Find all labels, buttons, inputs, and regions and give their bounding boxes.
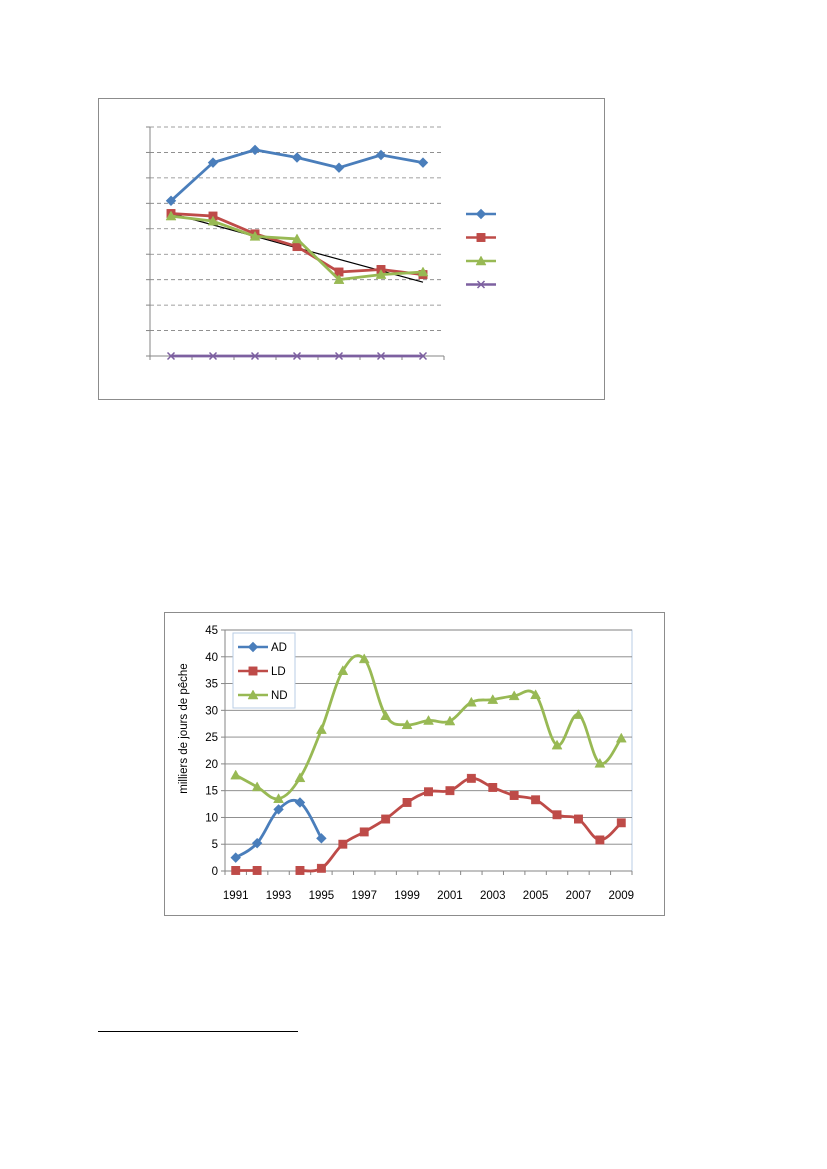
x-tick-label: 1999 bbox=[394, 890, 420, 902]
series-LD-line bbox=[299, 776, 623, 873]
y-tick-label: 15 bbox=[205, 786, 218, 798]
series-LD-point bbox=[445, 786, 455, 796]
x-tick-label: 1997 bbox=[351, 890, 377, 902]
series-3-point bbox=[165, 210, 177, 221]
legend-marker-LD bbox=[248, 666, 258, 676]
series-ND-point bbox=[444, 715, 456, 726]
series-4-point bbox=[292, 351, 302, 361]
series-1-point bbox=[249, 144, 261, 156]
x-tick-label: 1995 bbox=[309, 890, 335, 902]
series-1-point bbox=[417, 157, 429, 168]
series-LD-point bbox=[316, 863, 326, 873]
series-ND-point bbox=[615, 732, 627, 743]
legend-label-ND: ND bbox=[271, 690, 288, 702]
legend-marker-ND bbox=[247, 689, 259, 700]
series-ND-point bbox=[551, 739, 563, 750]
series-LD-point bbox=[231, 866, 241, 875]
series-ND-point bbox=[380, 710, 392, 720]
series-AD-point bbox=[230, 852, 241, 863]
y-tick-label: 0 bbox=[212, 866, 218, 878]
series-ND-point bbox=[530, 689, 542, 700]
series-LD-point bbox=[338, 839, 348, 849]
legend-label-LD: LD bbox=[271, 666, 286, 678]
series-3-point bbox=[291, 233, 303, 244]
series-LD-point bbox=[295, 866, 305, 875]
series-LD-point bbox=[552, 810, 562, 820]
series-ND-point bbox=[508, 690, 520, 701]
y-axis-title: milliers de jours de pêche bbox=[178, 663, 190, 793]
series-ND-point bbox=[337, 665, 349, 675]
series-LD-point bbox=[616, 818, 626, 828]
y-tick-label: 10 bbox=[205, 812, 218, 824]
legend-marker-AD bbox=[247, 641, 259, 653]
series-ND-point bbox=[358, 653, 370, 664]
legend-marker-4 bbox=[476, 280, 486, 289]
series-4-point bbox=[376, 351, 386, 361]
series-AD-point bbox=[316, 833, 327, 844]
series-ND-point bbox=[401, 719, 413, 730]
legend-label-AD: AD bbox=[271, 642, 287, 654]
series-1-point bbox=[333, 162, 345, 173]
x-tick-label: 2005 bbox=[523, 890, 549, 902]
legend-marker-2 bbox=[476, 233, 486, 242]
chart-1 bbox=[146, 126, 496, 361]
series-1-point bbox=[375, 149, 387, 161]
chart-1-frame bbox=[98, 98, 605, 400]
legend-marker-1 bbox=[475, 208, 487, 220]
series-4-point bbox=[208, 351, 218, 361]
series-LD-point bbox=[381, 814, 391, 824]
y-tick-label: 5 bbox=[212, 839, 218, 851]
series-ND-point bbox=[423, 714, 434, 725]
series-LD-point bbox=[573, 814, 583, 824]
series-ND-point bbox=[465, 696, 477, 707]
series-ND-point bbox=[487, 694, 499, 704]
series-ND-point bbox=[594, 757, 606, 768]
series-1-point bbox=[207, 157, 219, 168]
series-4-point bbox=[166, 351, 176, 361]
y-tick-label: 40 bbox=[205, 652, 218, 664]
footnote-divider bbox=[98, 1031, 298, 1032]
series-LD-point bbox=[509, 791, 519, 800]
series-4-point bbox=[334, 351, 344, 361]
series-3-point bbox=[375, 269, 387, 279]
series-3-point bbox=[417, 266, 429, 277]
series-ND-point bbox=[294, 772, 306, 783]
x-tick-label: 2009 bbox=[608, 890, 634, 902]
series-LD-point bbox=[466, 773, 476, 783]
series-LD-point bbox=[252, 866, 262, 875]
y-tick-label: 20 bbox=[205, 759, 218, 771]
series-3-point bbox=[249, 230, 261, 241]
series-AD-point bbox=[294, 797, 306, 808]
chart-2: 0 5 10 15 20 25 30 35 40 45 1991 1993 1995 1997 1999 20… bbox=[178, 625, 634, 902]
x-tick-label: 2003 bbox=[480, 890, 506, 902]
series-ND-point bbox=[251, 781, 263, 792]
series-ND-point bbox=[230, 769, 242, 780]
series-LD-point bbox=[488, 783, 498, 792]
y-tick-label: 25 bbox=[205, 732, 218, 744]
series-LD-point bbox=[595, 835, 605, 845]
series-LD-point bbox=[424, 787, 433, 797]
series-4-point bbox=[250, 351, 260, 361]
x-tick-label: 2007 bbox=[566, 890, 592, 902]
series-LD-point bbox=[531, 795, 541, 805]
legend-marker-3 bbox=[475, 255, 487, 266]
series-AD-point bbox=[273, 804, 284, 815]
x-tick-label: 2001 bbox=[437, 890, 463, 902]
y-tick-label: 30 bbox=[205, 705, 218, 717]
x-tick-label: 1991 bbox=[223, 890, 249, 902]
series-LD-point bbox=[359, 827, 369, 837]
series-4-point bbox=[418, 351, 428, 361]
series-LD-point bbox=[402, 797, 412, 807]
series-1-point bbox=[291, 152, 303, 163]
series-1-point bbox=[165, 195, 177, 206]
x-tick-label: 1993 bbox=[266, 890, 292, 902]
series-ND-point bbox=[315, 724, 327, 734]
y-tick-label: 45 bbox=[205, 625, 218, 637]
y-tick-label: 35 bbox=[205, 679, 218, 691]
series-3-point bbox=[333, 274, 345, 284]
series-ND-point bbox=[573, 709, 584, 719]
series-3-point bbox=[207, 215, 219, 226]
series-ND-point bbox=[273, 793, 284, 803]
series-AD-point bbox=[251, 837, 263, 849]
